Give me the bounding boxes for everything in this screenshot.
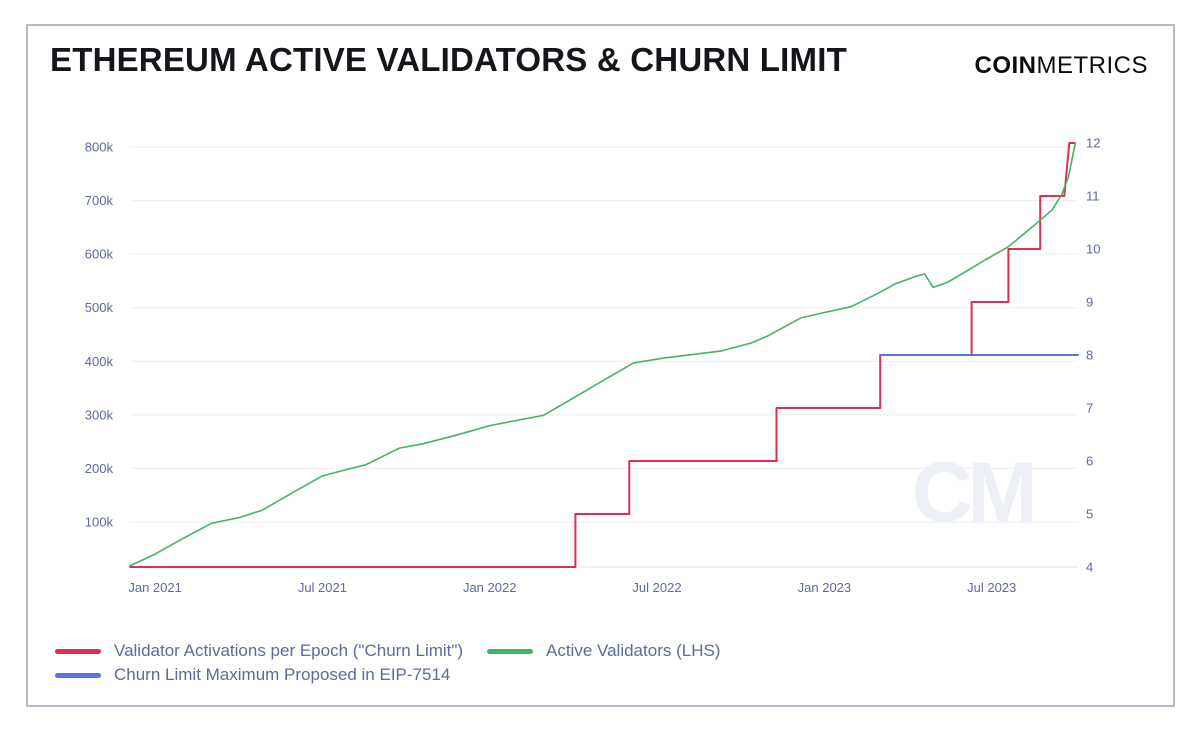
brand-metrics: METRICS [1036,52,1148,79]
svg-text:Jan 2022: Jan 2022 [463,580,517,595]
page-title: ETHEREUM ACTIVE VALIDATORS & CHURN LIMIT [50,41,847,78]
chart-card [26,24,1175,707]
svg-text:Jan 2021: Jan 2021 [128,580,182,595]
legend-label-active-validators: Active Validators (LHS) [546,641,721,660]
svg-text:4: 4 [1086,560,1093,575]
svg-text:11: 11 [1086,189,1100,204]
svg-text:100k: 100k [85,515,114,530]
svg-text:5: 5 [1086,507,1093,522]
active-validators-swatch-icon [487,649,533,654]
svg-text:400k: 400k [85,354,114,369]
legend-label-churn-limit: Validator Activations per Epoch ("Churn … [114,641,464,660]
svg-text:10: 10 [1086,242,1100,257]
svg-text:700k: 700k [85,193,114,208]
svg-text:200k: 200k [85,461,114,476]
svg-text:9: 9 [1086,295,1093,310]
svg-text:Jul 2023: Jul 2023 [967,580,1016,595]
eip7514-max-swatch-icon [55,673,101,678]
coinmetrics-logo: COINMETRICS [975,52,1149,80]
churn-limit-swatch-icon [55,649,101,654]
svg-text:8: 8 [1086,348,1093,363]
svg-text:300k: 300k [85,407,114,422]
legend-item-churn-limit: Validator Activations per Epoch ("Churn … [55,641,463,661]
svg-text:600k: 600k [85,247,114,262]
svg-text:Jul 2022: Jul 2022 [632,580,681,595]
legend-item-active-validators: Active Validators (LHS) [487,641,720,661]
legend-item-eip7514-max: Churn Limit Maximum Proposed in EIP-7514 [55,665,450,685]
legend-label-eip7514-max: Churn Limit Maximum Proposed in EIP-7514 [114,665,451,684]
svg-text:6: 6 [1086,454,1093,469]
svg-text:500k: 500k [85,300,114,315]
svg-text:Jan 2023: Jan 2023 [798,580,852,595]
svg-text:Jul 2021: Jul 2021 [298,580,347,595]
svg-text:12: 12 [1086,136,1100,151]
brand-coin: COIN [974,52,1037,79]
svg-text:7: 7 [1086,401,1093,416]
svg-text:800k: 800k [85,140,114,155]
